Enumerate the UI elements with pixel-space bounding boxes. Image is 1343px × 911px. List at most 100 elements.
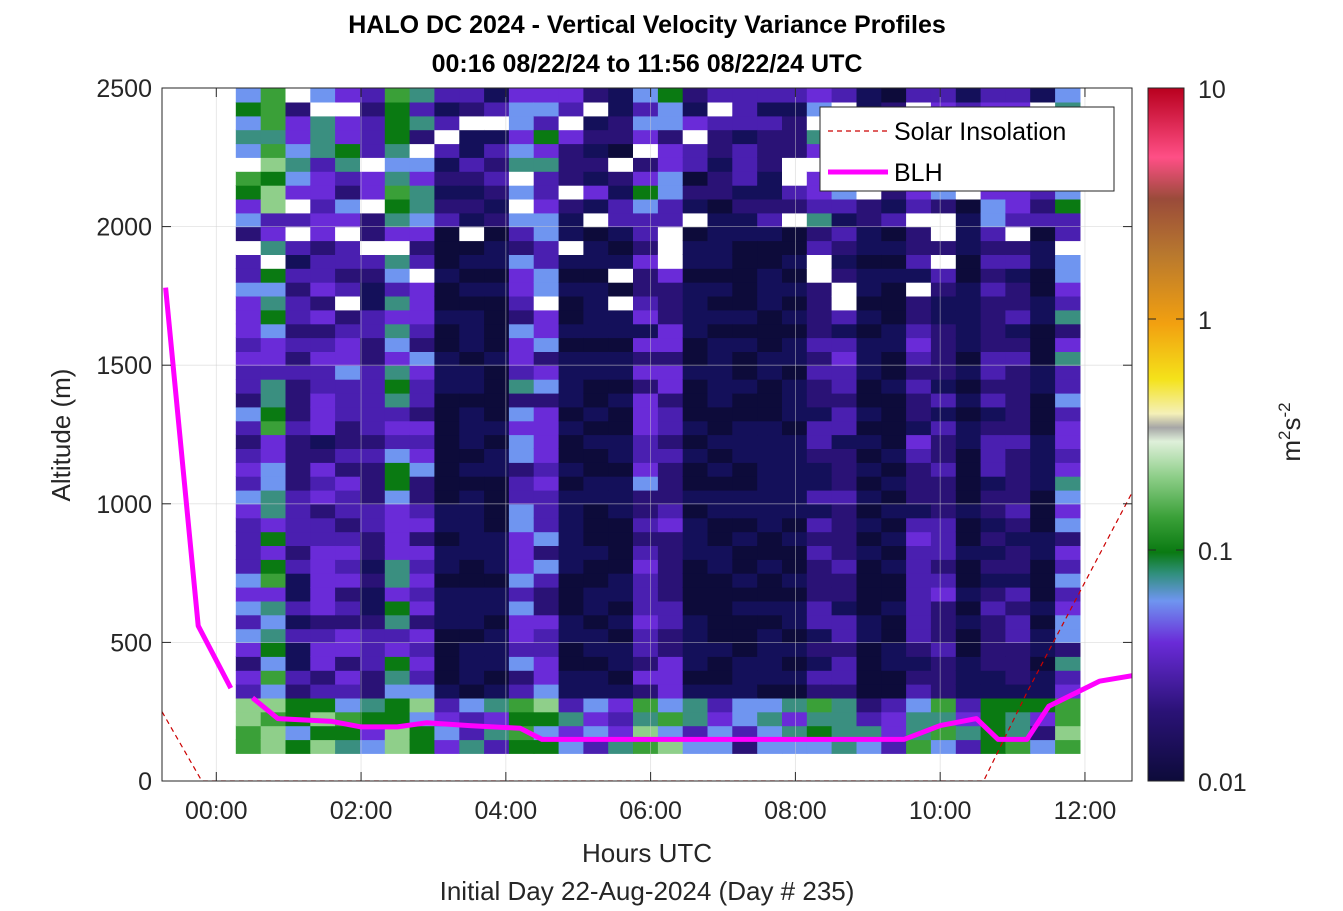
heatmap-cell	[856, 739, 882, 754]
heatmap-cell	[732, 268, 758, 283]
heatmap-cell	[732, 101, 758, 117]
heatmap-cell	[633, 448, 659, 463]
heatmap-cell	[608, 517, 634, 533]
heatmap-cell	[335, 600, 361, 616]
heatmap-cell	[310, 628, 336, 643]
heatmap-cell	[360, 559, 386, 574]
heatmap-cell	[459, 254, 485, 269]
heatmap-cell	[608, 739, 634, 754]
heatmap-cell	[434, 476, 460, 491]
heatmap-cell	[955, 392, 982, 408]
heatmap-cell	[1030, 282, 1056, 297]
heatmap-cell	[484, 185, 510, 200]
heatmap-cell	[384, 420, 411, 436]
heatmap-cell	[906, 739, 932, 754]
heatmap-cell	[657, 212, 684, 228]
heatmap-cell	[906, 628, 932, 643]
heatmap-cell	[707, 739, 733, 754]
heatmap-cell	[782, 392, 808, 408]
heatmap-cell	[707, 420, 733, 436]
heatmap-cell	[285, 226, 311, 242]
heatmap-cell	[980, 628, 1006, 643]
heatmap-cell	[508, 351, 535, 366]
heatmap-cell	[682, 503, 709, 519]
heatmap-cell	[608, 420, 634, 436]
heatmap-cell	[285, 185, 311, 200]
heatmap-cell	[608, 88, 634, 103]
heatmap-cell	[558, 725, 584, 741]
heatmap-cell	[459, 226, 485, 242]
heatmap-cell	[633, 157, 659, 172]
heatmap-cell	[533, 157, 560, 172]
heatmap-cell	[434, 462, 460, 477]
heatmap-cell	[335, 531, 361, 546]
heatmap-cell	[1005, 254, 1031, 269]
heatmap-cell	[310, 517, 336, 533]
heatmap-cell	[806, 587, 833, 602]
heatmap-cell	[335, 101, 361, 117]
heatmap-cell	[285, 309, 311, 325]
heatmap-cell	[906, 309, 932, 325]
heatmap-cell	[459, 656, 485, 671]
heatmap-cell	[930, 295, 957, 311]
heatmap-cell	[707, 462, 733, 477]
heatmap-cell	[980, 697, 1006, 713]
heatmap-cell	[459, 725, 485, 741]
heatmap-cell	[285, 628, 311, 643]
heatmap-cell	[583, 157, 609, 172]
heatmap-cell	[608, 462, 634, 477]
heatmap-cell	[459, 531, 485, 546]
heatmap-cell	[608, 143, 634, 158]
heatmap-cell	[533, 351, 560, 366]
heatmap-cell	[384, 143, 411, 158]
legend-label-blh: BLH	[894, 159, 943, 187]
heatmap-cell	[980, 462, 1006, 477]
heatmap-cell	[906, 434, 932, 449]
heatmap-cell	[782, 684, 808, 699]
heatmap-cell	[831, 365, 857, 380]
heatmap-cell	[583, 462, 609, 477]
heatmap-cell	[732, 573, 758, 588]
heatmap-cell	[285, 115, 311, 131]
heatmap-cell	[682, 392, 709, 408]
heatmap-cell	[906, 379, 932, 394]
heatmap-cell	[657, 337, 684, 352]
heatmap-cell	[235, 476, 262, 491]
heatmap-cell	[1005, 268, 1031, 283]
heatmap-cell	[732, 739, 758, 754]
heatmap-cell	[583, 670, 609, 685]
heatmap-cell	[508, 365, 535, 380]
heatmap-cell	[508, 476, 535, 491]
heatmap-cell	[856, 379, 882, 394]
heatmap-cell	[235, 573, 262, 588]
heatmap-cell	[806, 517, 833, 533]
heatmap-cell	[384, 406, 411, 422]
heatmap-cell	[831, 420, 857, 436]
heatmap-cell	[955, 614, 982, 630]
heatmap-cell	[459, 545, 485, 560]
heatmap-cell	[335, 448, 361, 463]
heatmap-cell	[508, 379, 535, 394]
heatmap-cell	[856, 309, 882, 325]
heatmap-cell	[285, 198, 311, 214]
heatmap-cell	[484, 600, 510, 616]
heatmap-cell	[806, 420, 833, 436]
heatmap-cell	[955, 573, 982, 588]
heatmap-cell	[732, 406, 758, 422]
heatmap-cell	[558, 226, 584, 242]
heatmap-cell	[831, 198, 857, 214]
heatmap-cell	[583, 711, 609, 727]
heatmap-cell	[335, 143, 361, 158]
heatmap-cell	[757, 670, 783, 685]
series-blh-segment-1	[163, 287, 234, 690]
heatmap-cell	[955, 642, 982, 657]
heatmap-cell	[285, 462, 311, 477]
heatmap-cell	[384, 600, 411, 616]
heatmap-cell	[757, 614, 783, 630]
heatmap-cell	[409, 517, 435, 533]
heatmap-cell	[881, 697, 907, 713]
heatmap-cell	[533, 587, 560, 602]
heatmap-cell	[310, 434, 336, 449]
heatmap-cell	[732, 684, 758, 699]
heatmap-cell	[633, 143, 659, 158]
